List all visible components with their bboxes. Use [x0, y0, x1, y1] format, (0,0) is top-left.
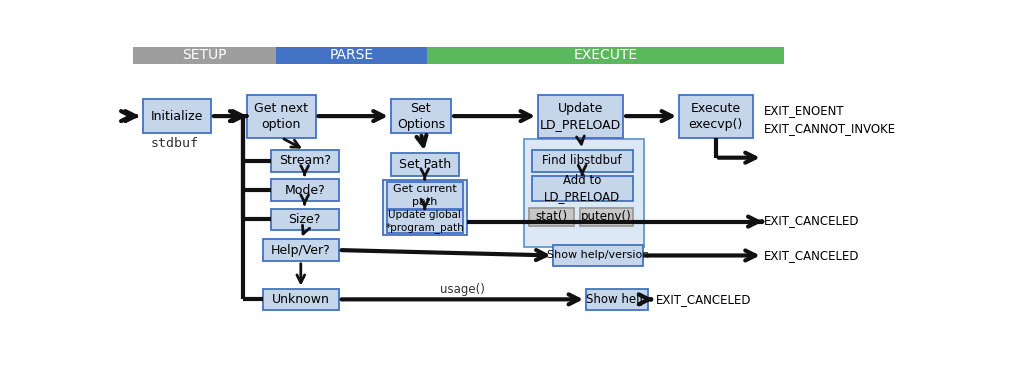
Text: SETUP: SETUP: [182, 48, 227, 62]
Text: Show help: Show help: [586, 293, 648, 306]
FancyBboxPatch shape: [271, 179, 339, 201]
FancyBboxPatch shape: [531, 176, 632, 201]
Text: Find libstdbuf: Find libstdbuf: [543, 154, 622, 167]
Text: Execute
execvp(): Execute execvp(): [689, 102, 743, 131]
Text: Mode?: Mode?: [284, 184, 325, 197]
FancyBboxPatch shape: [133, 47, 276, 64]
FancyBboxPatch shape: [553, 245, 643, 266]
FancyBboxPatch shape: [528, 208, 574, 226]
FancyBboxPatch shape: [276, 47, 427, 64]
FancyBboxPatch shape: [387, 182, 462, 209]
FancyBboxPatch shape: [524, 139, 644, 247]
Text: EXIT_ENOENT
EXIT_CANNOT_INVOKE: EXIT_ENOENT EXIT_CANNOT_INVOKE: [764, 105, 896, 135]
FancyBboxPatch shape: [263, 239, 339, 261]
Text: putenv(): putenv(): [581, 211, 631, 223]
Text: Add to
LD_PRELOAD: Add to LD_PRELOAD: [544, 174, 620, 203]
Text: Help/Ver?: Help/Ver?: [271, 244, 331, 257]
Text: stdbuf: stdbuf: [150, 137, 199, 150]
FancyBboxPatch shape: [387, 210, 462, 233]
FancyBboxPatch shape: [586, 289, 648, 310]
Text: Set Path: Set Path: [399, 158, 451, 171]
Text: EXIT_CANCELED: EXIT_CANCELED: [656, 293, 751, 306]
FancyBboxPatch shape: [263, 289, 339, 310]
FancyBboxPatch shape: [271, 209, 339, 230]
Text: PARSE: PARSE: [330, 48, 374, 62]
Text: Update
LD_PRELOAD: Update LD_PRELOAD: [540, 102, 621, 131]
Text: Set
Options: Set Options: [397, 102, 445, 131]
Text: EXECUTE: EXECUTE: [574, 48, 638, 62]
Text: EXIT_CANCELED: EXIT_CANCELED: [764, 215, 860, 227]
Text: EXIT_CANCELED: EXIT_CANCELED: [764, 249, 860, 262]
FancyBboxPatch shape: [247, 94, 315, 138]
FancyBboxPatch shape: [679, 94, 753, 138]
Text: Get current
path: Get current path: [392, 184, 456, 207]
FancyBboxPatch shape: [580, 208, 632, 226]
Text: stat(): stat(): [535, 211, 568, 223]
Text: Size?: Size?: [288, 213, 321, 226]
Text: Unknown: Unknown: [272, 293, 330, 306]
FancyBboxPatch shape: [271, 150, 339, 172]
FancyBboxPatch shape: [531, 150, 632, 172]
Text: Show help/version: Show help/version: [547, 250, 649, 261]
Text: Stream?: Stream?: [279, 154, 331, 167]
Text: Get next
option: Get next option: [254, 102, 308, 131]
Text: Update global
*program_path: Update global *program_path: [385, 210, 465, 233]
FancyBboxPatch shape: [143, 99, 211, 133]
FancyBboxPatch shape: [383, 180, 467, 236]
FancyBboxPatch shape: [390, 99, 451, 133]
Text: usage(): usage(): [440, 283, 485, 296]
Text: Initialize: Initialize: [150, 110, 203, 122]
FancyBboxPatch shape: [390, 153, 459, 176]
FancyBboxPatch shape: [538, 94, 623, 138]
FancyBboxPatch shape: [427, 47, 784, 64]
